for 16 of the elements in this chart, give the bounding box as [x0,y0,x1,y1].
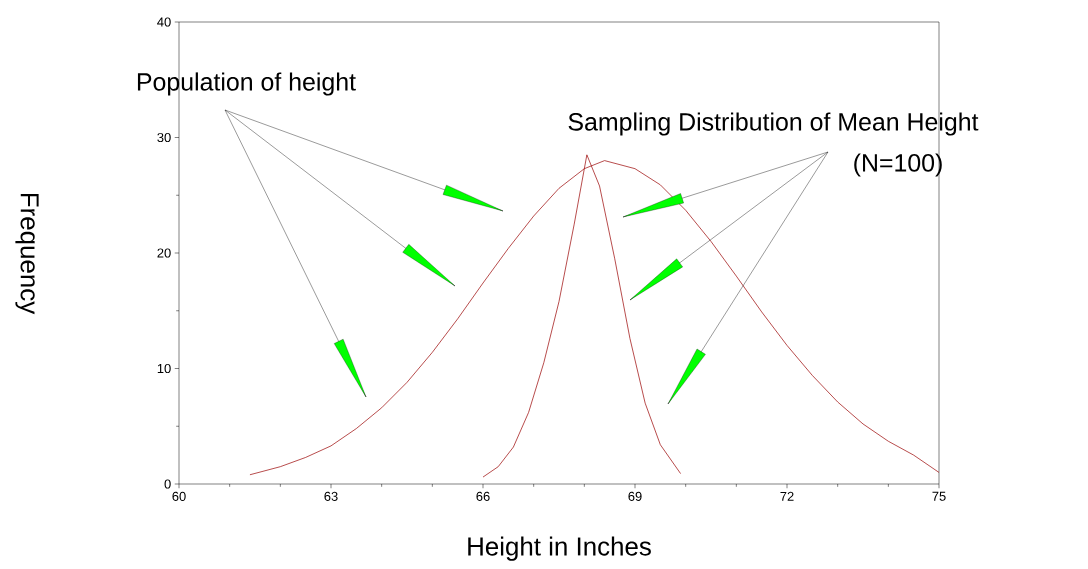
y-tick-label: 0 [164,479,171,489]
x-tick-label: 63 [324,491,338,501]
y-axis-title: Frequency [15,193,39,315]
x-tick-label: 66 [476,491,490,501]
x-axis-title: Height in Inches [468,536,651,561]
annotation: (N=100) [854,153,942,177]
annotation: Sampling Distribution of Mean Height [568,112,979,136]
y-tick-label: 40 [157,17,171,27]
x-tick-label: 72 [780,491,794,501]
x-tick-label: 60 [172,491,186,501]
y-tick-label: 30 [157,132,171,143]
annotation: Population of height [137,72,356,96]
x-tick-label: 69 [628,491,642,501]
y-tick-label: 10 [157,363,171,374]
x-tick-label: 75 [932,491,946,501]
y-tick-label: 20 [157,248,171,258]
